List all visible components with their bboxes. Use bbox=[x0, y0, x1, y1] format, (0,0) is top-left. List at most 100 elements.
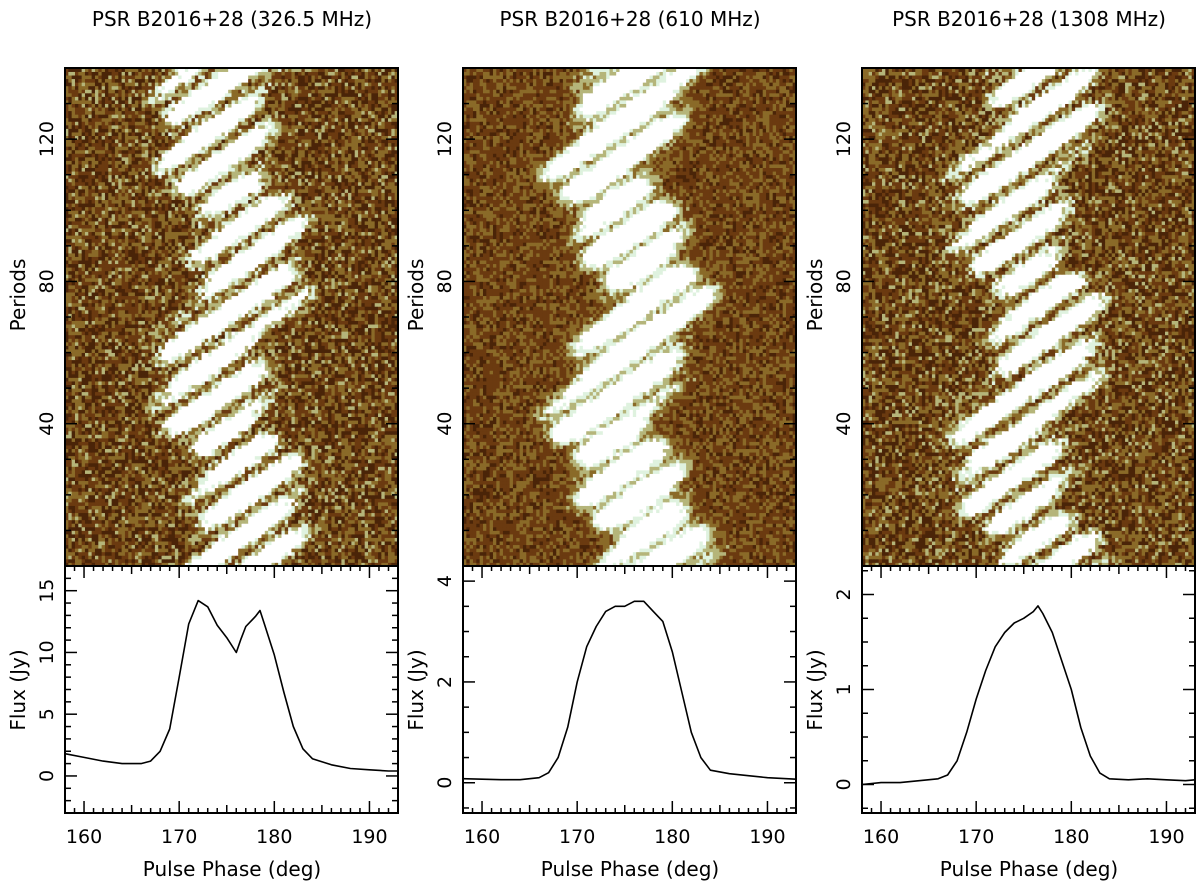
waterfall-cell bbox=[254, 505, 259, 510]
waterfall-cell bbox=[101, 448, 106, 453]
waterfall-cell bbox=[254, 455, 259, 460]
waterfall-cell bbox=[371, 423, 376, 428]
waterfall-cell bbox=[388, 462, 392, 467]
waterfall-cell bbox=[74, 484, 79, 489]
waterfall-cell bbox=[174, 430, 179, 435]
waterfall-cell bbox=[258, 484, 262, 489]
waterfall-cell bbox=[88, 541, 93, 546]
waterfall-cell bbox=[354, 487, 359, 492]
waterfall-cell bbox=[234, 537, 239, 542]
waterfall-cell bbox=[198, 423, 202, 428]
waterfall-cell bbox=[101, 530, 106, 535]
waterfall-cell bbox=[208, 430, 212, 435]
waterfall-cell bbox=[111, 469, 116, 474]
waterfall-cell bbox=[294, 491, 299, 496]
waterfall-cell bbox=[278, 498, 282, 503]
waterfall-cell bbox=[374, 494, 379, 499]
waterfall-cell bbox=[221, 413, 226, 417]
waterfall-cell bbox=[264, 455, 269, 460]
waterfall-cell bbox=[331, 427, 336, 432]
waterfall-cell bbox=[244, 448, 249, 453]
waterfall-cell bbox=[214, 530, 219, 535]
waterfall-cell bbox=[341, 402, 346, 407]
waterfall-cell bbox=[298, 459, 302, 464]
waterfall-cell bbox=[78, 434, 83, 439]
waterfall-cell bbox=[258, 509, 262, 514]
waterfall-cell bbox=[378, 558, 382, 563]
waterfall-cell bbox=[101, 505, 106, 510]
waterfall-cell bbox=[84, 437, 89, 442]
waterfall-cell bbox=[311, 459, 316, 464]
waterfall-cell bbox=[65, 423, 69, 428]
waterfall-cell bbox=[188, 541, 192, 546]
waterfall-cell bbox=[258, 533, 262, 538]
waterfall-cell bbox=[308, 430, 312, 435]
waterfall-cell bbox=[94, 391, 99, 396]
waterfall-cell bbox=[248, 541, 252, 546]
waterfall-cell bbox=[234, 558, 239, 563]
waterfall-cell bbox=[104, 448, 109, 453]
waterfall-cell bbox=[248, 491, 252, 496]
waterfall-cell bbox=[138, 416, 142, 421]
waterfall-cell bbox=[74, 466, 79, 471]
waterfall-cell bbox=[381, 402, 386, 407]
waterfall-cell bbox=[348, 558, 352, 563]
waterfall-cell bbox=[181, 434, 186, 439]
waterfall-cell bbox=[198, 512, 202, 517]
waterfall-cell bbox=[114, 562, 119, 567]
waterfall-cell bbox=[251, 445, 256, 450]
waterfall-cell bbox=[304, 530, 309, 535]
waterfall-cell bbox=[331, 548, 336, 553]
waterfall-cell bbox=[268, 437, 272, 442]
waterfall-cell bbox=[141, 420, 146, 425]
waterfall-cell bbox=[344, 395, 349, 400]
waterfall-cell bbox=[348, 455, 352, 460]
waterfall-cell bbox=[281, 395, 286, 400]
waterfall-cell bbox=[204, 434, 209, 439]
waterfall-cell bbox=[351, 430, 356, 435]
waterfall-cell bbox=[348, 494, 352, 499]
waterfall-cell bbox=[358, 516, 362, 521]
waterfall-cell bbox=[104, 516, 109, 521]
waterfall-cell bbox=[178, 398, 182, 403]
waterfall-cell bbox=[151, 484, 156, 489]
waterfall-cell bbox=[334, 405, 339, 410]
waterfall-cell bbox=[164, 423, 169, 428]
waterfall-cell bbox=[91, 505, 96, 510]
waterfall-cell bbox=[394, 530, 399, 535]
waterfall-cell bbox=[261, 477, 266, 482]
waterfall-cell bbox=[141, 445, 146, 450]
waterfall-cell bbox=[198, 530, 202, 535]
waterfall-cell bbox=[104, 398, 109, 403]
waterfall-cell bbox=[374, 473, 379, 478]
waterfall-cell bbox=[348, 477, 352, 482]
waterfall-cell bbox=[318, 441, 322, 446]
waterfall-cell bbox=[341, 555, 346, 560]
waterfall-cell bbox=[244, 405, 249, 410]
waterfall-cell bbox=[138, 445, 142, 450]
waterfall-cell bbox=[178, 441, 182, 446]
waterfall-cell bbox=[71, 526, 76, 531]
waterfall-cell bbox=[291, 516, 296, 521]
waterfall-cell bbox=[84, 434, 89, 439]
waterfall-cell bbox=[344, 427, 349, 432]
waterfall-cell bbox=[251, 526, 256, 531]
waterfall-cell bbox=[214, 555, 219, 560]
waterfall-cell bbox=[321, 519, 326, 524]
waterfall-cell bbox=[324, 558, 329, 563]
waterfall-cell bbox=[65, 555, 69, 560]
waterfall-cell bbox=[108, 533, 113, 538]
waterfall-cell bbox=[201, 562, 206, 567]
waterfall-cell bbox=[301, 434, 306, 439]
waterfall-cell bbox=[371, 441, 376, 446]
waterfall-cell bbox=[258, 448, 262, 453]
waterfall-cell bbox=[298, 395, 302, 400]
waterfall-cell bbox=[151, 526, 156, 531]
waterfall-cell bbox=[184, 434, 189, 439]
waterfall-cell bbox=[281, 388, 286, 393]
waterfall-cell bbox=[71, 452, 76, 457]
waterfall-cell bbox=[324, 473, 329, 478]
waterfall-cell bbox=[68, 473, 73, 478]
waterfall-cell bbox=[128, 562, 132, 567]
waterfall-cell bbox=[268, 512, 272, 517]
